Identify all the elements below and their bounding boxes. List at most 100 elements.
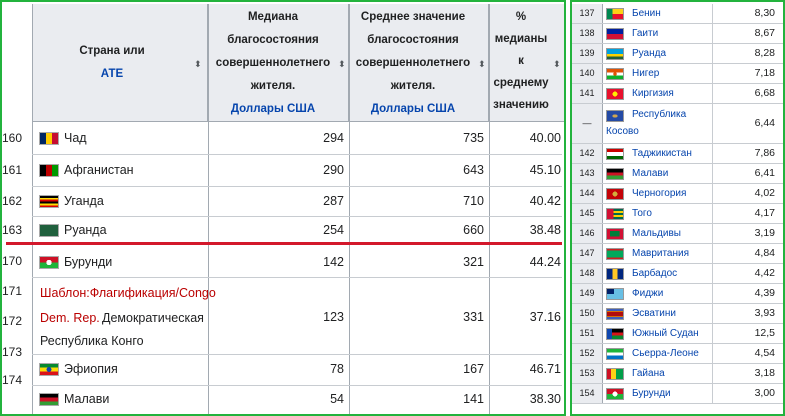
header-country-link[interactable]: АТЕ bbox=[100, 68, 124, 80]
haiti-flag-icon bbox=[606, 28, 624, 40]
column-separator bbox=[712, 224, 713, 243]
header-mean-line4: жителя. bbox=[390, 80, 436, 92]
country-link[interactable]: Бенин bbox=[632, 8, 661, 19]
header-median[interactable]: Медиана благосостояния совершеннолетнего… bbox=[208, 4, 349, 122]
country-link[interactable]: Киргизия bbox=[632, 88, 674, 99]
list-item: 149 Фиджи 4,39 bbox=[572, 284, 783, 304]
header-mean-line3: совершеннолетнего bbox=[355, 57, 471, 69]
column-separator bbox=[712, 64, 713, 83]
country-link[interactable]: Эсватини bbox=[632, 308, 677, 319]
country-link[interactable]: Уганда bbox=[64, 194, 104, 208]
list-item: 152 Сьерра-Леоне 4,54 bbox=[572, 344, 783, 364]
rank-number: 174 bbox=[2, 373, 23, 387]
country-link[interactable]: Нигер bbox=[632, 68, 660, 79]
header-pct-line1: % bbox=[515, 11, 527, 23]
country-link[interactable]: Республика bbox=[632, 109, 687, 120]
header-percent[interactable]: % медианы к среднему значению ⬍ bbox=[489, 4, 564, 122]
country-link[interactable]: Гаити bbox=[632, 28, 659, 39]
country-link[interactable]: Мавритания bbox=[632, 248, 690, 259]
country-link[interactable]: Гайана bbox=[632, 368, 665, 379]
country-link[interactable]: Демократическая bbox=[102, 311, 204, 325]
country-link[interactable]: Таджикистан bbox=[632, 148, 692, 159]
malawi-flag-icon bbox=[606, 168, 624, 180]
header-pct-line2: медианы bbox=[494, 33, 548, 45]
country-link[interactable]: Сьерра-Леоне bbox=[632, 348, 699, 359]
header-median-line2: благосостояния bbox=[227, 34, 319, 46]
burundi-flag-icon bbox=[606, 388, 624, 400]
country-link[interactable]: Малави bbox=[632, 168, 669, 179]
header-pct-line3: к bbox=[518, 55, 524, 67]
template-link[interactable]: Шаблон:Флагификация/Congo bbox=[40, 286, 216, 300]
rwanda-flag-icon bbox=[606, 48, 624, 60]
list-item: 148 Барбадос 4,42 bbox=[572, 264, 783, 284]
mean-value: 643 bbox=[463, 163, 484, 177]
country-link[interactable]: Черногория bbox=[632, 188, 687, 199]
column-separator bbox=[712, 324, 713, 343]
country-link[interactable]: Бурунди bbox=[632, 388, 671, 399]
rank-number: 137 bbox=[572, 4, 603, 23]
header-median-unit-link[interactable]: Доллары США bbox=[230, 103, 316, 115]
rank-number: 170 bbox=[2, 254, 23, 268]
index-value: 4,17 bbox=[754, 207, 775, 219]
median-value: 78 bbox=[330, 362, 344, 376]
sort-icon[interactable]: ⬍ bbox=[478, 60, 486, 70]
mean-value: 321 bbox=[463, 255, 484, 269]
country-link-cont[interactable]: Республика Конго bbox=[40, 334, 144, 348]
country-link[interactable]: Афганистан bbox=[64, 163, 134, 177]
country-link-cont[interactable]: Косово bbox=[606, 126, 639, 137]
header-country[interactable]: Страна или АТЕ ⬍ bbox=[32, 4, 208, 122]
rank-number: 146 bbox=[572, 224, 603, 243]
right-ranking-table-frame: 137 Бенин 8,30 138 Гаити 8,67 139 Руанда… bbox=[570, 0, 785, 416]
header-mean-unit-link[interactable]: Доллары США bbox=[370, 103, 456, 115]
rank-number: 149 bbox=[572, 284, 603, 303]
rank-number: 162 bbox=[2, 194, 23, 208]
country-link[interactable]: Того bbox=[632, 208, 652, 219]
burundi-flag-icon bbox=[39, 256, 59, 269]
rank-number: 148 bbox=[572, 264, 603, 283]
red-divider-line bbox=[6, 242, 562, 245]
afghanistan-flag-icon bbox=[39, 164, 59, 177]
row-separator bbox=[32, 277, 562, 278]
country-link[interactable]: Малави bbox=[64, 392, 110, 406]
row-separator bbox=[32, 354, 562, 355]
country-link[interactable]: Руанда bbox=[64, 223, 107, 237]
header-pct-line4: среднему bbox=[493, 77, 549, 89]
rank-number: 147 bbox=[572, 244, 603, 263]
median-value: 123 bbox=[323, 310, 344, 324]
country-link[interactable]: Южный Судан bbox=[632, 328, 699, 339]
togo-flag-icon bbox=[606, 208, 624, 220]
percent-value: 44.24 bbox=[529, 255, 561, 269]
median-value: 290 bbox=[323, 163, 344, 177]
rank-number: 173 bbox=[2, 345, 23, 359]
mean-value: 660 bbox=[463, 223, 484, 237]
median-value: 287 bbox=[323, 194, 344, 208]
header-pct-line5: значению bbox=[493, 99, 549, 111]
sort-icon[interactable]: ⬍ bbox=[553, 60, 561, 70]
rank-number: 153 bbox=[572, 364, 603, 383]
chad-flag-icon bbox=[39, 132, 59, 145]
index-value: 12,5 bbox=[754, 327, 775, 339]
sort-icon[interactable]: ⬍ bbox=[194, 60, 202, 70]
list-item: 144 Черногория 4,02 bbox=[572, 184, 783, 204]
sort-icon[interactable]: ⬍ bbox=[338, 60, 346, 70]
sierra-leone-flag-icon bbox=[606, 348, 624, 360]
rank-number: 172 bbox=[2, 314, 23, 328]
index-value: 3,00 bbox=[754, 387, 775, 399]
row-separator bbox=[32, 216, 562, 217]
rank-number: 161 bbox=[2, 163, 23, 177]
median-value: 142 bbox=[323, 255, 344, 269]
country-link[interactable]: Руанда bbox=[632, 48, 667, 59]
header-mean[interactable]: Среднее значение благосостояния совершен… bbox=[349, 4, 489, 122]
template-link-suffix[interactable]: Dem. Rep. bbox=[40, 311, 100, 325]
rank-number: 171 bbox=[2, 284, 23, 298]
country-link[interactable]: Фиджи bbox=[632, 288, 664, 299]
index-value: 4,42 bbox=[754, 267, 775, 279]
country-link[interactable]: Барбадос bbox=[632, 268, 678, 279]
uganda-flag-icon bbox=[39, 195, 59, 208]
country-link[interactable]: Бурунди bbox=[64, 255, 113, 269]
country-link[interactable]: Чад bbox=[64, 131, 87, 145]
country-link[interactable]: Мальдивы bbox=[632, 228, 681, 239]
montenegro-flag-icon bbox=[606, 188, 624, 200]
percent-value: 38.48 bbox=[529, 223, 561, 237]
country-link[interactable]: Эфиопия bbox=[64, 362, 118, 376]
